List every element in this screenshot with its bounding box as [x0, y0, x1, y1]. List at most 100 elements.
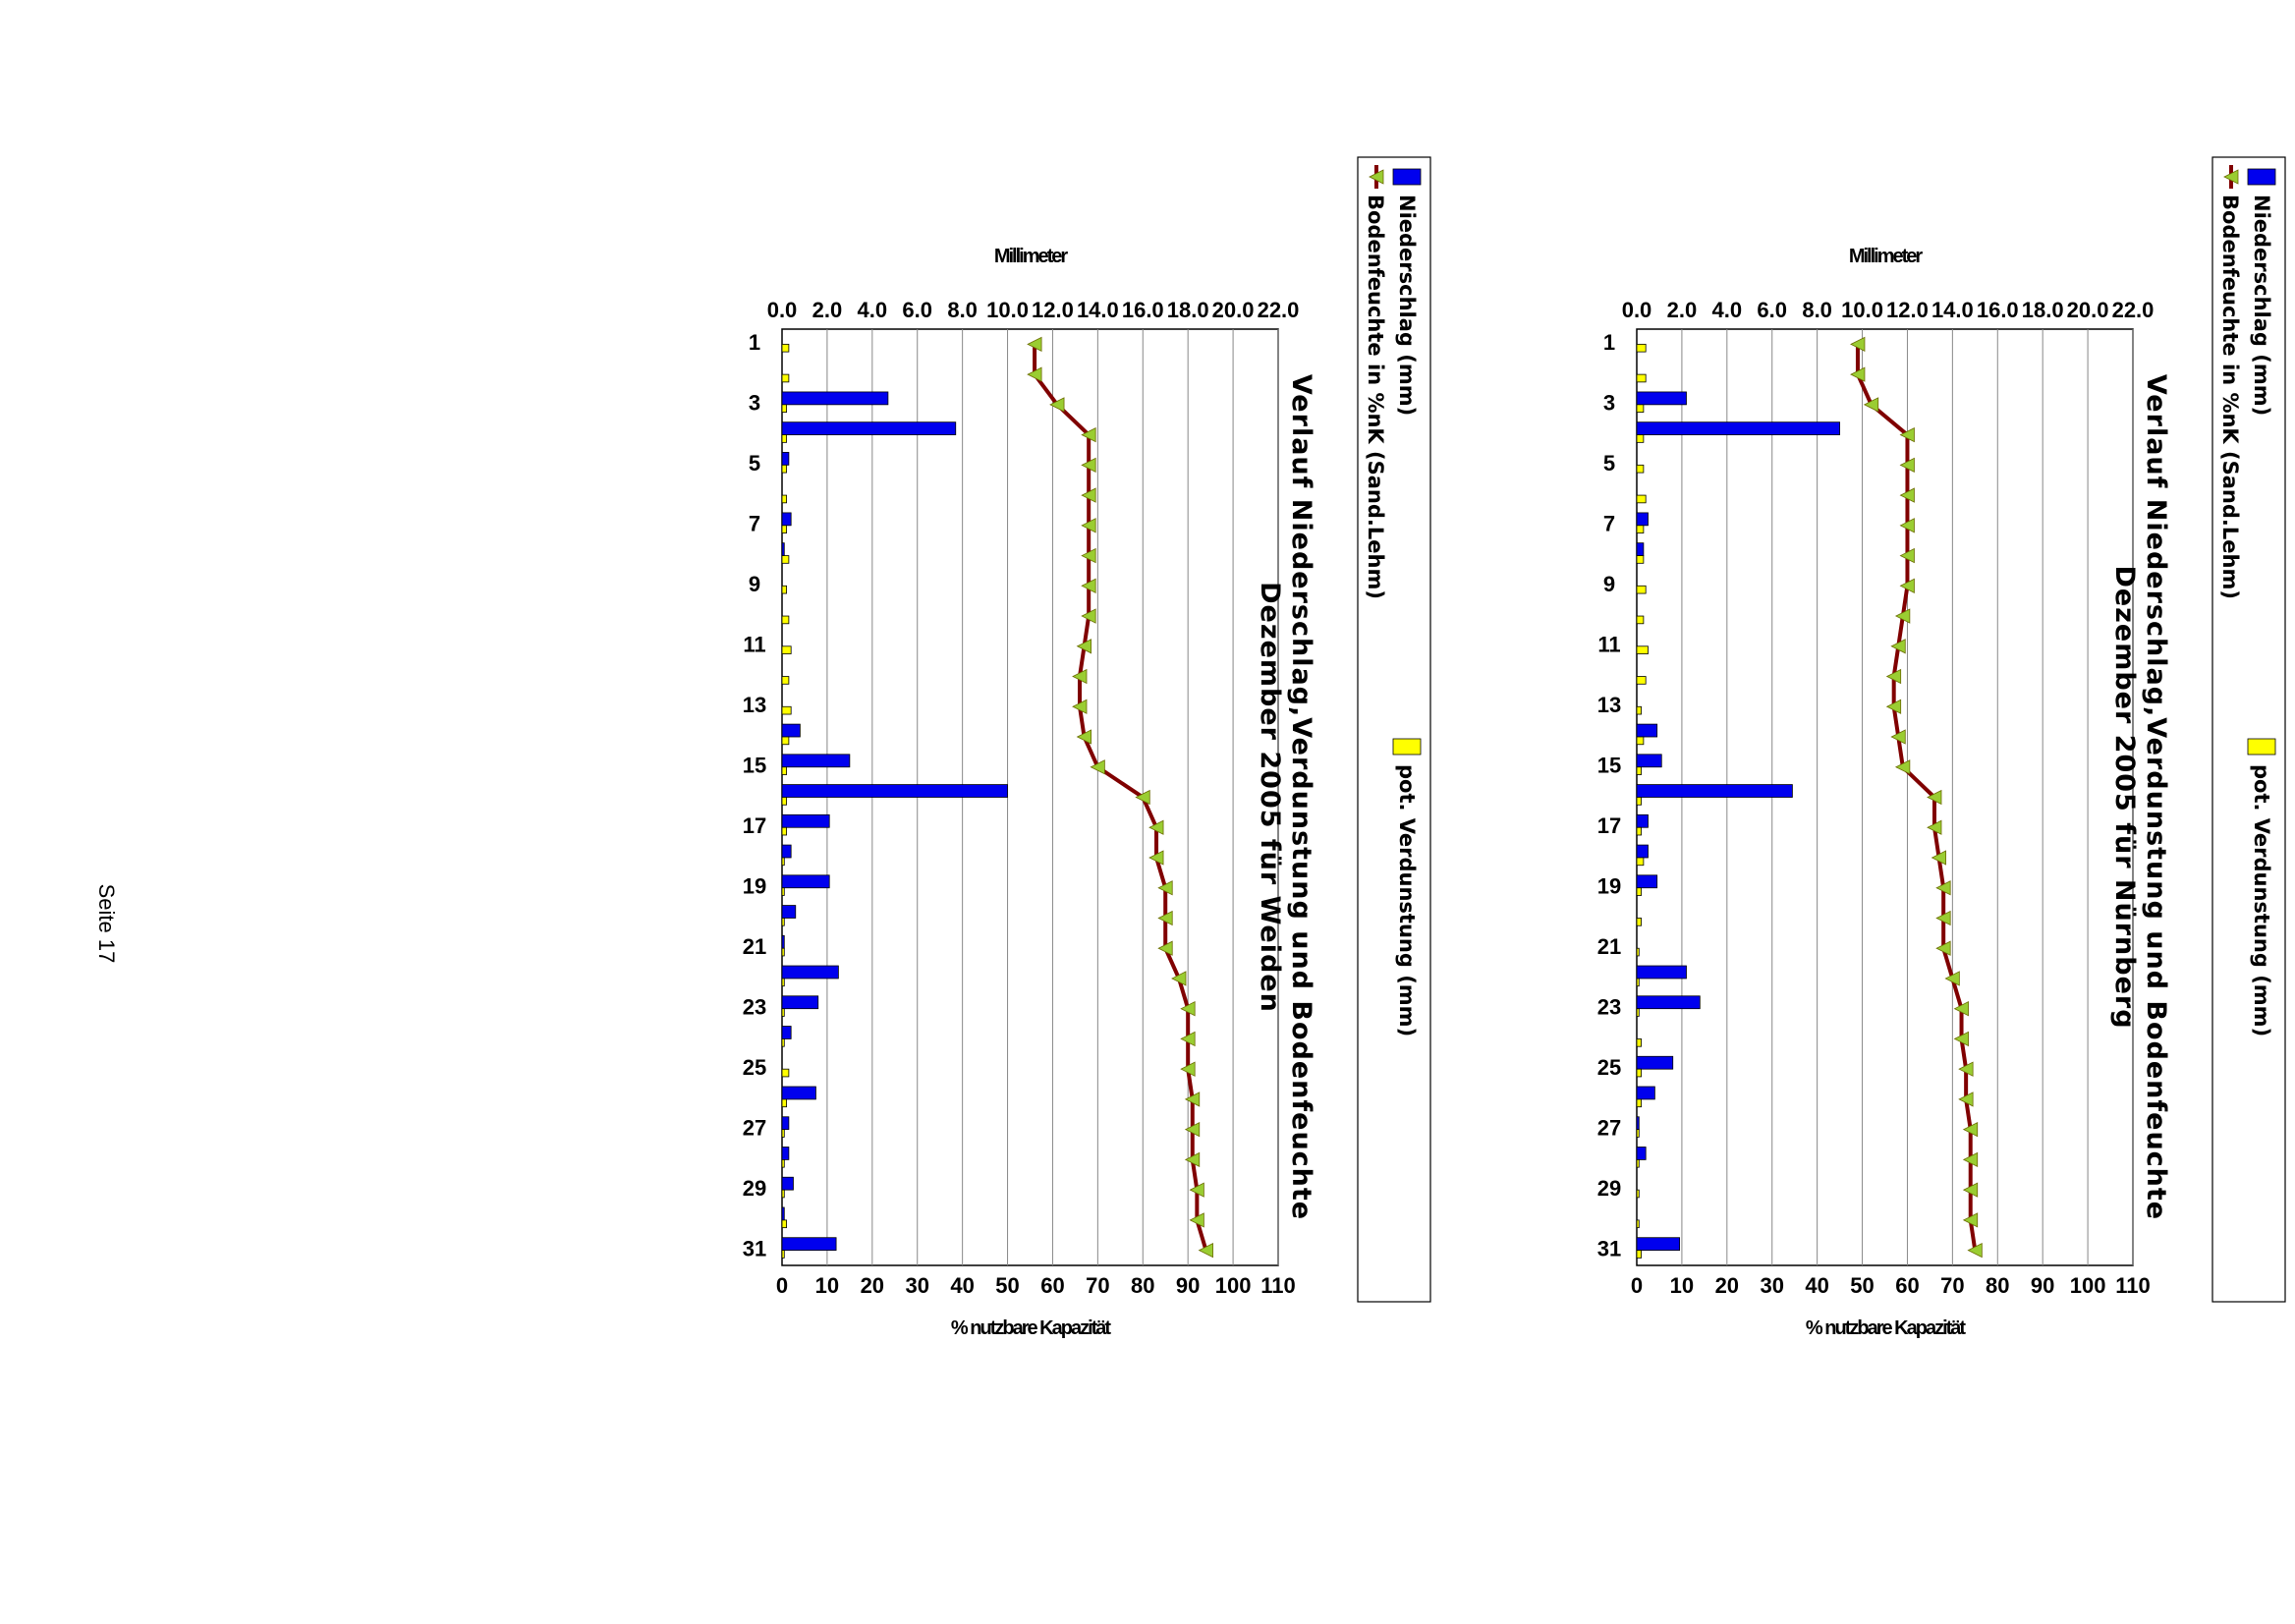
- x-tick: 1: [1603, 330, 1615, 355]
- bar-verdunstung: [781, 645, 792, 654]
- marker-bodenfeuchte: [1885, 668, 1902, 685]
- bar-verdunstung: [1636, 1098, 1642, 1108]
- y-tick-right: 30: [1760, 1273, 1783, 1298]
- bar-verdunstung: [781, 1038, 785, 1047]
- bar-niederschlag: [781, 905, 797, 919]
- marker-bodenfeuchte: [1953, 1031, 1969, 1047]
- chart-subtitle: Dezember 2005 für Nürnberg: [2109, 565, 2140, 1029]
- legend-swatch-verdunstung: [1392, 738, 1422, 756]
- bar-verdunstung: [1636, 1159, 1640, 1168]
- bar-verdunstung: [781, 705, 792, 715]
- marker-bodenfeuchte: [1184, 1122, 1201, 1138]
- y-tick-left: 10.0: [1841, 298, 1883, 322]
- bar-verdunstung: [781, 464, 787, 474]
- bar-verdunstung: [1636, 705, 1642, 715]
- bar-niederschlag: [1636, 512, 1649, 527]
- marker-bodenfeuchte: [1890, 639, 1906, 654]
- marker-bodenfeuchte: [1894, 759, 1911, 775]
- y-tick-right: 60: [1040, 1273, 1064, 1298]
- marker-bodenfeuchte: [1962, 1151, 1979, 1168]
- legend-label-bodenfeuchte: Bodenfeuchte in %nK (Sand.Lehm): [1364, 195, 1387, 599]
- bar-niederschlag: [1636, 391, 1687, 406]
- x-tick: 7: [749, 512, 760, 536]
- marker-bodenfeuchte: [1953, 1001, 1969, 1017]
- marker-bodenfeuchte: [1189, 1212, 1204, 1228]
- bar-niederschlag: [781, 1026, 792, 1039]
- bar-verdunstung: [1636, 585, 1647, 594]
- x-tick: 13: [743, 693, 766, 717]
- y-tick-right: 30: [905, 1273, 928, 1298]
- y-tick-right: 0: [776, 1273, 788, 1298]
- y-tick-right: 10: [1670, 1273, 1694, 1298]
- bar-niederschlag: [781, 1086, 816, 1100]
- bar-niederschlag: [781, 1237, 837, 1252]
- bar-niederschlag: [1636, 1147, 1647, 1160]
- bar-niederschlag: [781, 754, 851, 768]
- marker-bodenfeuchte: [1081, 457, 1096, 473]
- y-tick-right: 70: [1086, 1273, 1109, 1298]
- x-tick: 17: [1597, 813, 1621, 838]
- marker-bodenfeuchte: [1135, 789, 1150, 806]
- marker-bodenfeuchte: [1944, 971, 1960, 986]
- y-tick-left: 12.0: [1886, 298, 1929, 322]
- page-number: Seite 17: [94, 883, 119, 964]
- chart-subtitle: Dezember 2005 für Weiden: [1255, 582, 1285, 1013]
- bar-verdunstung: [1636, 494, 1647, 504]
- y-tick-left: 12.0: [1032, 298, 1074, 322]
- x-tick: 21: [1597, 934, 1621, 959]
- x-tick: 5: [1603, 451, 1615, 476]
- legend-label-verdunstung: pot. Verdunstung (mm): [2250, 764, 2273, 1036]
- bar-verdunstung: [781, 797, 787, 806]
- marker-bodenfeuchte: [1962, 1212, 1979, 1228]
- chart-title: Verlauf Niederschlag,Verdunstung und Bod…: [2141, 374, 2171, 1220]
- legend: Niederschlag (mm) pot. Verdunstung (mm) Bo…: [1357, 156, 1431, 1303]
- bar-verdunstung: [781, 766, 787, 775]
- y-tick-left: 14.0: [1931, 298, 1974, 322]
- marker-bodenfeuchte: [1899, 547, 1915, 564]
- marker-bodenfeuchte: [1148, 819, 1164, 835]
- y-tick-right: 80: [1986, 1273, 2009, 1298]
- legend-label-niederschlag: Niederschlag (mm): [2250, 195, 2273, 416]
- y-tick-left: 18.0: [2022, 298, 2064, 322]
- bar-niederschlag: [781, 874, 830, 889]
- chart-title: Verlauf Niederschlag,Verdunstung und Bod…: [1286, 374, 1316, 1220]
- marker-bodenfeuchte: [1935, 910, 1951, 926]
- marker-bodenfeuchte: [1189, 1182, 1204, 1198]
- bar-niederschlag: [1636, 421, 1840, 435]
- bar-niederschlag: [781, 452, 790, 466]
- bar-verdunstung: [781, 343, 790, 353]
- y-tick-right: 10: [815, 1273, 839, 1298]
- bar-verdunstung: [781, 404, 787, 414]
- bar-verdunstung: [781, 555, 790, 564]
- x-tick: 29: [743, 1176, 766, 1201]
- bar-niederschlag: [1636, 874, 1658, 889]
- bar-niederschlag: [1636, 784, 1793, 798]
- y-tick-right: 50: [995, 1273, 1019, 1298]
- y-tick-right: 80: [1131, 1273, 1154, 1298]
- bar-verdunstung: [781, 947, 785, 957]
- bar-verdunstung: [1636, 1189, 1640, 1199]
- marker-bodenfeuchte: [1157, 940, 1173, 956]
- legend-marker-bodenfeuchte: [1369, 169, 1384, 185]
- bar-verdunstung: [781, 1068, 790, 1078]
- y-tick-right: 100: [1215, 1273, 1252, 1298]
- bar-verdunstung: [1636, 887, 1642, 896]
- marker-bodenfeuchte: [1927, 819, 1942, 835]
- marker-bodenfeuchte: [1072, 699, 1088, 714]
- x-tick: 31: [743, 1236, 766, 1260]
- marker-bodenfeuchte: [1850, 366, 1866, 382]
- x-tick: 9: [1603, 572, 1615, 596]
- marker-bodenfeuchte: [1081, 487, 1096, 503]
- legend-label-verdunstung: pot. Verdunstung (mm): [1395, 764, 1419, 1036]
- x-tick: 23: [1597, 995, 1621, 1020]
- bar-verdunstung: [1636, 645, 1649, 654]
- bar-verdunstung: [1636, 1038, 1642, 1047]
- marker-bodenfeuchte: [1899, 518, 1915, 533]
- bar-verdunstung: [781, 1189, 785, 1199]
- x-tick: 15: [1597, 754, 1621, 778]
- y-tick-right: 20: [1715, 1273, 1739, 1298]
- bar-verdunstung: [1636, 1068, 1642, 1078]
- marker-bodenfeuchte: [1157, 910, 1173, 926]
- bar-verdunstung: [781, 1159, 785, 1168]
